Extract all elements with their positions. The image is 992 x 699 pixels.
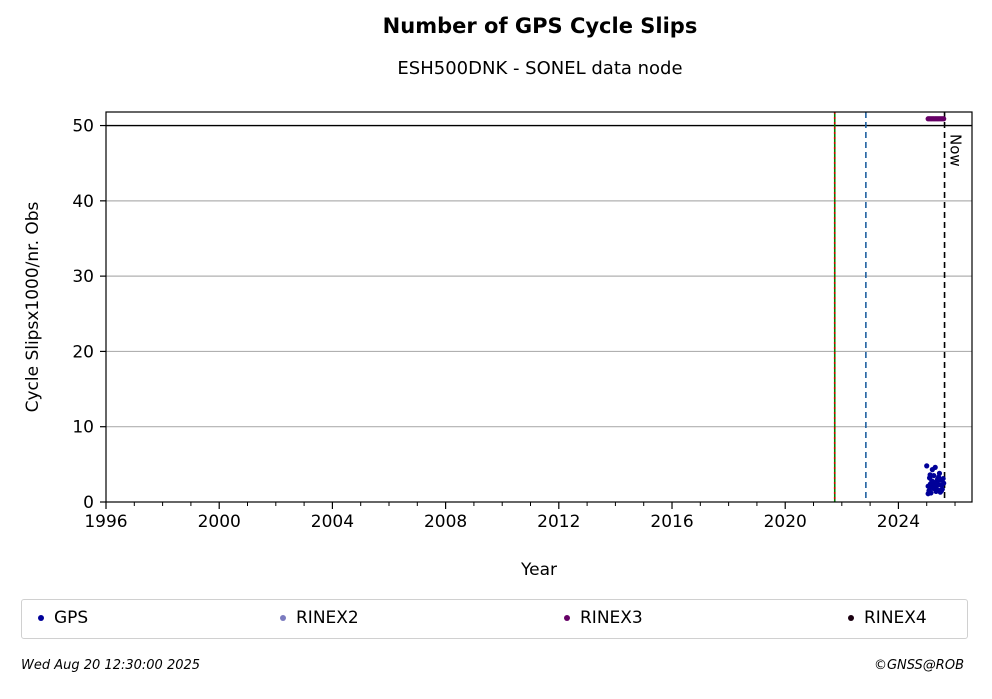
data-point [941,480,947,486]
legend-item-gps: GPS [38,608,88,628]
x-tick-label: 1996 [84,512,127,532]
y-tick-label: 50 [72,117,94,137]
legend-marker-rinex2 [280,615,286,621]
y-tick-label: 10 [72,418,94,438]
x-tick-label: 2024 [877,512,920,532]
data-point [927,472,933,478]
chart-subtitle: ESH500DNK - SONEL data node [397,58,683,79]
timestamp: Wed Aug 20 12:30:00 2025 [21,658,201,673]
data-point [938,488,945,494]
legend-marker-rinex3 [564,615,570,621]
legend-item-rinex3: RINEX3 [564,608,643,628]
x-tick-label: 2008 [424,512,467,532]
x-tick-label: 2000 [198,512,241,532]
data-point [931,481,937,487]
y-tick-label: 40 [72,192,94,212]
legend-marker-gps [38,615,44,621]
data-point [932,464,938,470]
now-label: Now [947,134,965,167]
chart-title: Number of GPS Cycle Slips [382,14,698,38]
chart-svg: Now 0 10 20 30 40 50 1996 2000 2004 2008 2012 2016 2… [23,111,973,580]
y-axis-label: Cycle Slipsx1000/nr. Obs [23,201,43,412]
y-tick-label: 30 [72,267,94,287]
x-tick-label: 2016 [650,512,693,532]
legend-label-rinex4: RINEX4 [864,608,927,628]
data-point [936,474,942,480]
legend: GPS RINEX2 RINEX3 RINEX4 [21,599,968,639]
legend-item-rinex4: RINEX4 [848,608,927,628]
data-point [924,463,930,469]
data-point [925,491,931,497]
legend-label-rinex3: RINEX3 [580,608,643,628]
data-point [940,476,946,482]
plot-area [105,111,973,503]
y-tick-label: 0 [83,493,94,513]
y-tick-label: 20 [72,342,94,362]
x-tick-label: 2020 [764,512,807,532]
legend-label-gps: GPS [54,608,89,628]
x-tick-label: 2004 [311,512,354,532]
copyright: ©GNSS@ROB [873,658,964,673]
x-tick-label: 2012 [537,512,580,532]
x-axis-label: Year [520,560,557,580]
legend-label-rinex2: RINEX2 [296,608,359,628]
data-point [941,116,947,122]
legend-item-rinex2: RINEX2 [280,608,359,628]
legend-marker-rinex4 [848,615,854,621]
